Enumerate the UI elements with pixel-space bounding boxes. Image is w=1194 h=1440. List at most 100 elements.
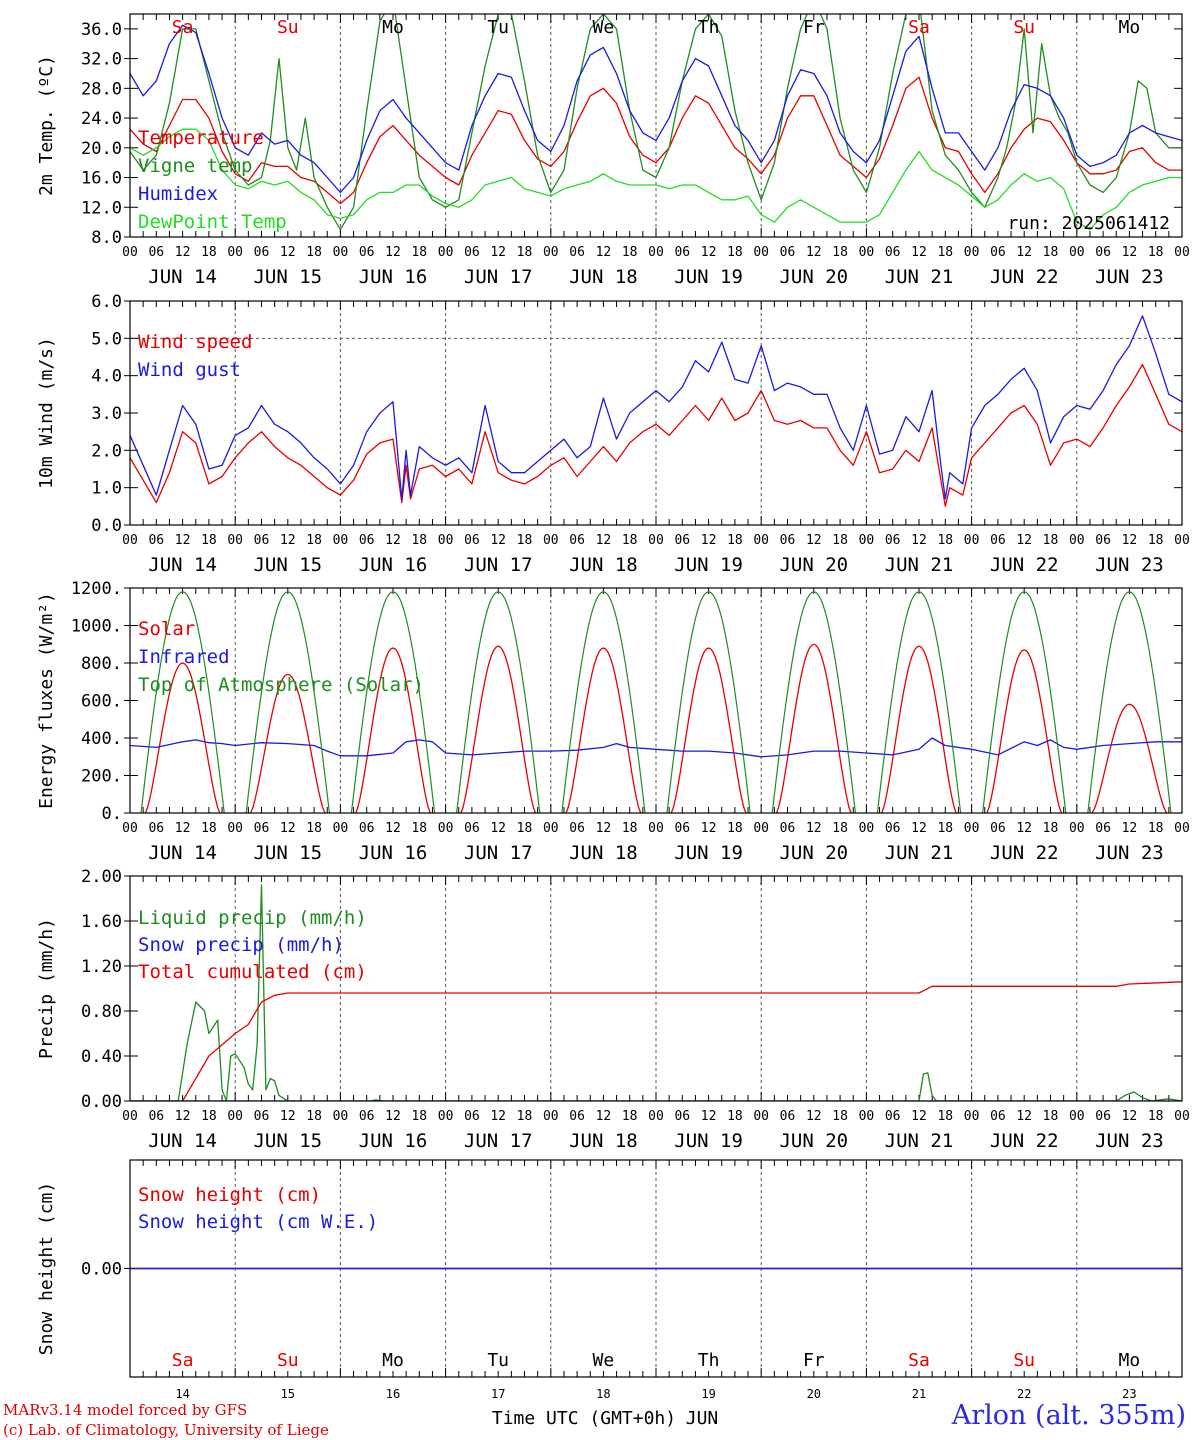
- hour-label: 18: [306, 533, 322, 548]
- y-tick-label: 0.00: [81, 1260, 122, 1280]
- y-tick-label: 4.0: [91, 367, 122, 387]
- y-tick-label: 400.: [81, 729, 122, 749]
- hour-label: 18: [832, 821, 848, 836]
- day-label: JUN 22: [990, 842, 1059, 864]
- hour-label: 06: [990, 533, 1006, 548]
- hour-label: 00: [648, 821, 664, 836]
- hour-label: 18: [727, 1109, 743, 1124]
- series-top-of-atmosphere-solar-line: [140, 591, 225, 813]
- hour-label: 12: [806, 533, 822, 548]
- hour-label: 00: [648, 533, 664, 548]
- hour-label: 12: [806, 245, 822, 260]
- hour-label: 18: [937, 1109, 953, 1124]
- series-temperature-line: [130, 76, 1182, 205]
- series-wind-gust-line: [130, 315, 1182, 500]
- hour-label: 18: [201, 533, 217, 548]
- weekday-label: Tu: [487, 17, 509, 38]
- hour-label: 00: [753, 821, 769, 836]
- hour-label: 12: [175, 533, 191, 548]
- y-tick-label: 0.00: [81, 1092, 122, 1112]
- hour-label: 00: [438, 245, 454, 260]
- hour-label: 06: [885, 821, 901, 836]
- hour-label: 00: [333, 1109, 349, 1124]
- hour-label: 18: [517, 821, 533, 836]
- hour-label: 06: [359, 821, 375, 836]
- hour-label: 06: [254, 245, 270, 260]
- series-solar-line: [460, 645, 537, 813]
- hour-label: 00: [648, 1109, 664, 1124]
- hour-label: 06: [569, 821, 585, 836]
- y-axis-title: Precip (mm/h): [36, 918, 57, 1059]
- hour-label: 18: [937, 245, 953, 260]
- hour-label: 00: [964, 533, 980, 548]
- y-tick-label: 12.0: [81, 198, 122, 218]
- hour-label: 12: [1122, 821, 1138, 836]
- hour-label: 00: [1174, 821, 1190, 836]
- hour-label: 12: [596, 533, 612, 548]
- hour-label: 06: [569, 533, 585, 548]
- hour-label: 00: [1174, 533, 1190, 548]
- day-label: JUN 23: [1095, 554, 1164, 576]
- series-top-of-atmosphere-solar-line: [350, 591, 436, 813]
- day-number-label: 15: [281, 1387, 295, 1401]
- station-name: Arlon (alt. 355m): [951, 1400, 1186, 1431]
- day-label: JUN 17: [464, 1130, 533, 1152]
- hour-label: 00: [1069, 245, 1085, 260]
- panel-frame: [129, 300, 1183, 526]
- day-label: JUN 16: [359, 1130, 428, 1152]
- hour-label: 18: [201, 245, 217, 260]
- hour-label: 12: [280, 1109, 296, 1124]
- hour-label: 06: [148, 245, 164, 260]
- y-tick-label: 36.0: [81, 20, 122, 40]
- y-tick-label: 1000.: [71, 617, 122, 637]
- day-label: JUN 22: [990, 554, 1059, 576]
- hour-label: 06: [359, 245, 375, 260]
- weekday-label: We: [593, 17, 615, 38]
- day-label: JUN 19: [674, 842, 743, 864]
- day-label: JUN 17: [464, 266, 533, 288]
- day-label: JUN 18: [569, 842, 638, 864]
- legend-series-dewpoint-temp: DewPoint Temp: [138, 211, 287, 233]
- hour-label: 12: [280, 245, 296, 260]
- hour-label: 00: [1069, 1109, 1085, 1124]
- y-tick-label: 0.40: [81, 1047, 122, 1067]
- hour-label: 12: [806, 1109, 822, 1124]
- hour-label: 18: [937, 821, 953, 836]
- hour-label: 18: [832, 1109, 848, 1124]
- y-tick-label: 28.0: [81, 79, 122, 99]
- weekday-label: Mo: [382, 17, 404, 38]
- day-label: JUN 21: [885, 842, 954, 864]
- weekday-label: Su: [277, 17, 299, 38]
- series-infrared-line: [130, 737, 1182, 758]
- weekday-label: Mo: [382, 1350, 404, 1371]
- hour-label: 00: [438, 821, 454, 836]
- day-label: JUN 23: [1095, 842, 1164, 864]
- day-number-label: 19: [701, 1387, 715, 1401]
- hour-label: 12: [175, 821, 191, 836]
- hour-label: 06: [780, 821, 796, 836]
- hour-label: 00: [964, 1109, 980, 1124]
- hour-label: 18: [306, 821, 322, 836]
- panel-snow: 0.00 Snow height (cm) Snow height (cm) Snow…: [36, 1159, 1183, 1429]
- hour-label: 06: [569, 1109, 585, 1124]
- hour-label: 06: [780, 1109, 796, 1124]
- hour-label: 06: [254, 821, 270, 836]
- hour-label: 12: [1016, 1109, 1032, 1124]
- hour-label: 00: [227, 821, 243, 836]
- hour-label: 06: [674, 821, 690, 836]
- y-tick-label: 20.0: [81, 139, 122, 159]
- legend-series-top-of-atmosphere-solar: Top of Atmosphere (Solar): [138, 674, 424, 696]
- y-tick-label: 1.0: [91, 479, 122, 499]
- hour-label: 18: [1043, 245, 1059, 260]
- y-axis-title: Snow height (cm): [36, 1182, 57, 1355]
- legend-series-liquid-precip-mm-h: Liquid precip (mm/h): [138, 907, 367, 929]
- hour-label: 12: [175, 245, 191, 260]
- hour-label: 12: [806, 821, 822, 836]
- series-top-of-atmosphere-solar-line: [876, 591, 962, 813]
- series-solar-line: [249, 673, 326, 813]
- hour-label: 18: [1148, 245, 1164, 260]
- hour-label: 00: [859, 1109, 875, 1124]
- y-tick-label: 16.0: [81, 169, 122, 189]
- hour-label: 12: [385, 1109, 401, 1124]
- hour-label: 18: [411, 1109, 427, 1124]
